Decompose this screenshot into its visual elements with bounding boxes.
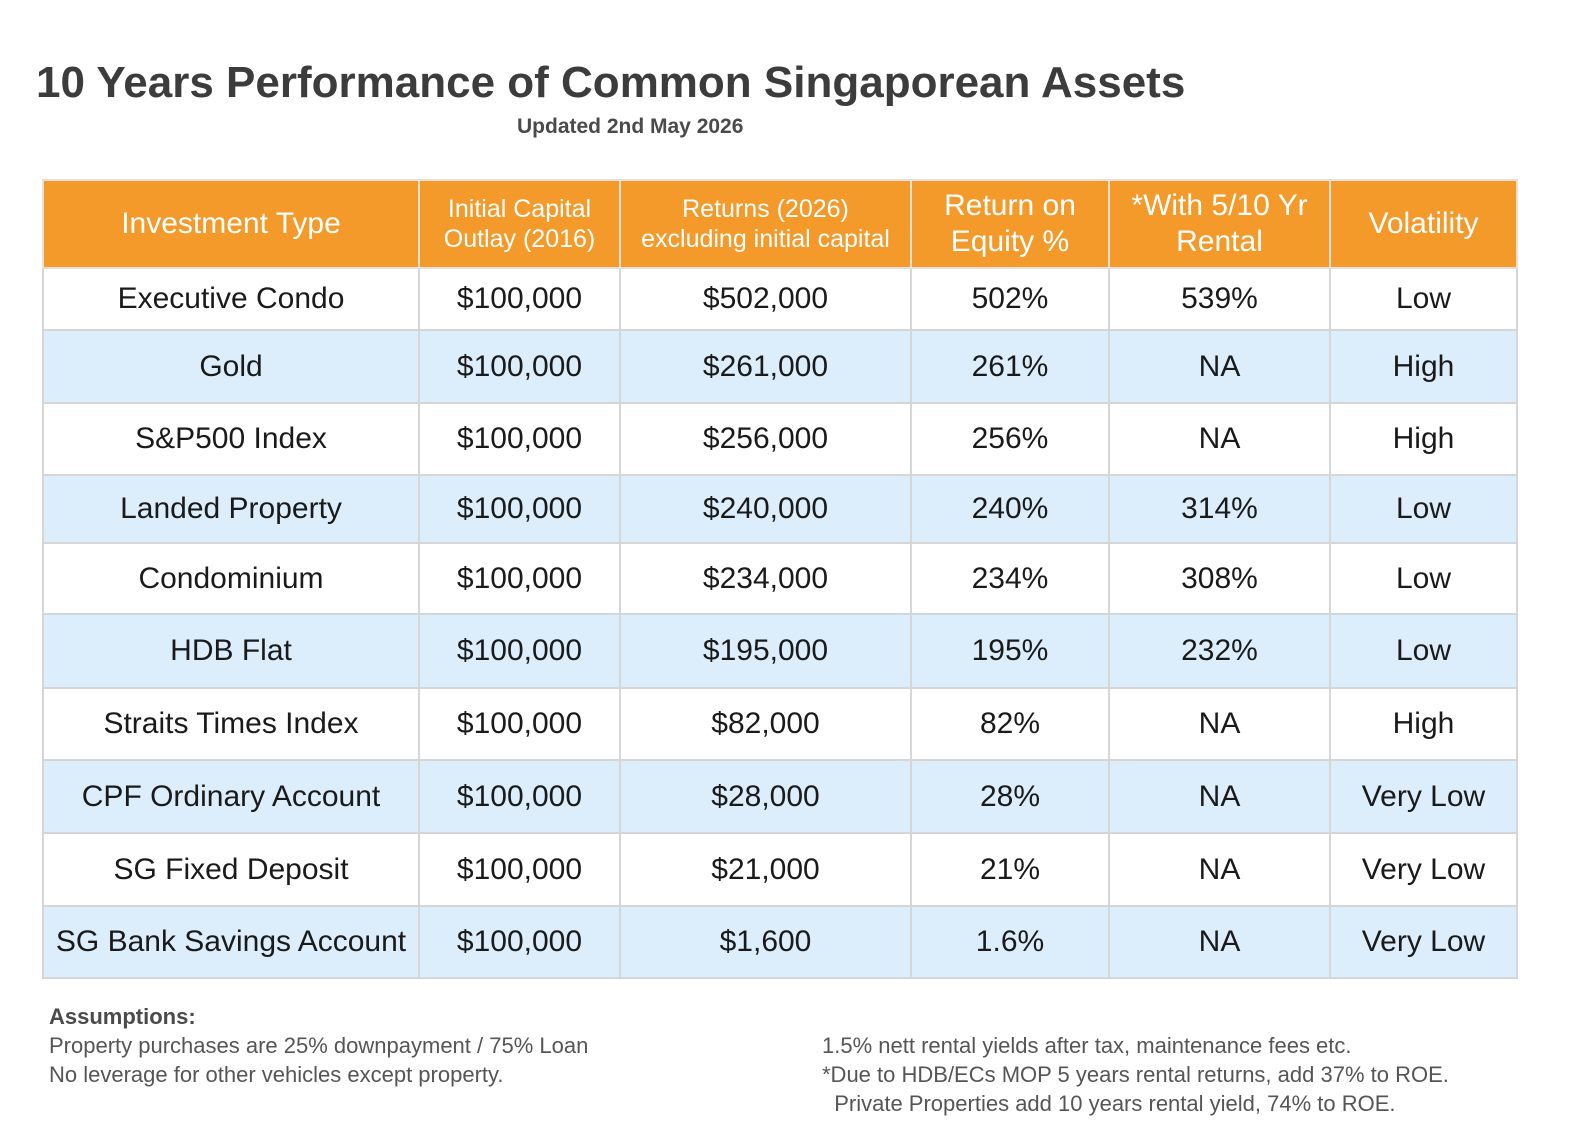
cell-investment-type: SG Bank Savings Account	[42, 905, 420, 979]
cell-roe: 28%	[910, 759, 1110, 834]
header-return-on-equity: Return on Equity %	[910, 179, 1110, 269]
cell-returns: $28,000	[619, 759, 912, 834]
cell-rental: NA	[1108, 402, 1331, 476]
cell-volatility: Very Low	[1329, 759, 1518, 834]
cell-initial-capital: $100,000	[418, 542, 621, 615]
cell-initial-capital: $100,000	[418, 613, 621, 689]
cell-initial-capital: $100,000	[418, 905, 621, 979]
cell-rental: NA	[1108, 687, 1331, 761]
table-row: Condominium $100,000 $234,000 234% 308% …	[42, 542, 1518, 615]
page-subtitle: Updated 2nd May 2026	[517, 115, 744, 138]
cell-volatility: High	[1329, 402, 1518, 476]
cell-investment-type: S&P500 Index	[42, 402, 420, 476]
table-row: SG Fixed Deposit $100,000 $21,000 21% NA…	[42, 832, 1518, 907]
cell-returns: $256,000	[619, 402, 912, 476]
cell-investment-type: Executive Condo	[42, 267, 420, 331]
cell-rental: NA	[1108, 759, 1331, 834]
cell-returns: $1,600	[619, 905, 912, 979]
cell-rental: 314%	[1108, 474, 1331, 544]
header-investment-type: Investment Type	[42, 179, 420, 269]
table-row: Straits Times Index $100,000 $82,000 82%…	[42, 687, 1518, 761]
cell-roe: 261%	[910, 329, 1110, 404]
cell-investment-type: CPF Ordinary Account	[42, 759, 420, 834]
cell-initial-capital: $100,000	[418, 329, 621, 404]
table-row: CPF Ordinary Account $100,000 $28,000 28…	[42, 759, 1518, 834]
cell-investment-type: SG Fixed Deposit	[42, 832, 420, 907]
cell-roe: 195%	[910, 613, 1110, 689]
cell-returns: $502,000	[619, 267, 912, 331]
cell-roe: 240%	[910, 474, 1110, 544]
performance-table: Investment Type Initial Capital Outlay (…	[42, 179, 1518, 979]
cell-roe: 502%	[910, 267, 1110, 331]
cell-investment-type: HDB Flat	[42, 613, 420, 689]
cell-rental: NA	[1108, 329, 1331, 404]
cell-returns: $261,000	[619, 329, 912, 404]
cell-initial-capital: $100,000	[418, 267, 621, 331]
cell-rental: NA	[1108, 905, 1331, 979]
table-row: S&P500 Index $100,000 $256,000 256% NA H…	[42, 402, 1518, 476]
cell-roe: 256%	[910, 402, 1110, 476]
table-row: Executive Condo $100,000 $502,000 502% 5…	[42, 267, 1518, 331]
cell-volatility: Low	[1329, 542, 1518, 615]
cell-volatility: Low	[1329, 613, 1518, 689]
cell-volatility: Low	[1329, 267, 1518, 331]
cell-initial-capital: $100,000	[418, 474, 621, 544]
cell-initial-capital: $100,000	[418, 832, 621, 907]
cell-investment-type: Landed Property	[42, 474, 420, 544]
assumptions-heading: Assumptions:	[49, 1004, 196, 1029]
cell-returns: $240,000	[619, 474, 912, 544]
header-returns: Returns (2026) excluding initial capital	[619, 179, 912, 269]
cell-investment-type: Gold	[42, 329, 420, 404]
cell-volatility: Very Low	[1329, 832, 1518, 907]
table-row: SG Bank Savings Account $100,000 $1,600 …	[42, 905, 1518, 979]
cell-returns: $82,000	[619, 687, 912, 761]
header-initial-capital: Initial Capital Outlay (2016)	[418, 179, 621, 269]
cell-volatility: High	[1329, 687, 1518, 761]
table-header-row: Investment Type Initial Capital Outlay (…	[42, 179, 1518, 269]
table-row: Gold $100,000 $261,000 261% NA High	[42, 329, 1518, 404]
cell-initial-capital: $100,000	[418, 402, 621, 476]
cell-rental: 308%	[1108, 542, 1331, 615]
cell-investment-type: Straits Times Index	[42, 687, 420, 761]
cell-rental: 232%	[1108, 613, 1331, 689]
cell-roe: 1.6%	[910, 905, 1110, 979]
assumptions-left: Assumptions: Property purchases are 25% …	[49, 1002, 588, 1089]
assumption-note: 1.5% nett rental yields after tax, maint…	[822, 1033, 1352, 1058]
cell-volatility: Low	[1329, 474, 1518, 544]
cell-investment-type: Condominium	[42, 542, 420, 615]
table-row: Landed Property $100,000 $240,000 240% 3…	[42, 474, 1518, 544]
table-row: HDB Flat $100,000 $195,000 195% 232% Low	[42, 613, 1518, 689]
header-with-rental: *With 5/10 Yr Rental	[1108, 179, 1331, 269]
cell-roe: 21%	[910, 832, 1110, 907]
header-volatility: Volatility	[1329, 179, 1518, 269]
assumption-note: Private Properties add 10 years rental y…	[822, 1091, 1396, 1116]
cell-returns: $195,000	[619, 613, 912, 689]
cell-volatility: High	[1329, 329, 1518, 404]
cell-initial-capital: $100,000	[418, 687, 621, 761]
assumption-note: *Due to HDB/ECs MOP 5 years rental retur…	[822, 1062, 1449, 1087]
cell-rental: 539%	[1108, 267, 1331, 331]
cell-roe: 234%	[910, 542, 1110, 615]
cell-volatility: Very Low	[1329, 905, 1518, 979]
cell-returns: $21,000	[619, 832, 912, 907]
assumption-note: No leverage for other vehicles except pr…	[49, 1062, 504, 1087]
cell-roe: 82%	[910, 687, 1110, 761]
cell-returns: $234,000	[619, 542, 912, 615]
assumptions-right: 1.5% nett rental yields after tax, maint…	[822, 1031, 1449, 1118]
cell-rental: NA	[1108, 832, 1331, 907]
assumption-note: Property purchases are 25% downpayment /…	[49, 1033, 589, 1058]
page-title: 10 Years Performance of Common Singapore…	[36, 58, 1186, 107]
cell-initial-capital: $100,000	[418, 759, 621, 834]
